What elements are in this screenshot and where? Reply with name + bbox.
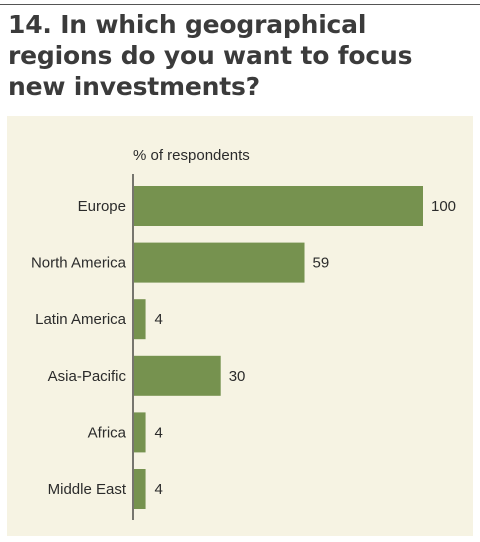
value-label: 4	[155, 481, 163, 498]
bar-chart: % of respondents Europe 100 North America 5…	[31, 147, 456, 520]
value-label: 59	[313, 255, 330, 272]
value-label: 100	[431, 198, 456, 215]
bar	[134, 242, 305, 283]
bars-group: Europe 100 North America 59 Latin America 4 As…	[31, 186, 456, 509]
category-label: Africa	[88, 424, 127, 441]
category-label: Europe	[78, 198, 126, 215]
top-rule	[0, 4, 480, 5]
category-label: Asia-Pacific	[48, 368, 127, 385]
bar	[134, 412, 146, 453]
axis-label: % of respondents	[133, 147, 250, 164]
bar	[134, 299, 146, 340]
value-label: 4	[155, 424, 163, 441]
bar	[134, 186, 423, 226]
value-label: 4	[155, 311, 163, 328]
bar	[134, 355, 221, 396]
value-label: 30	[229, 368, 246, 385]
chart-title: 14. In which geographical regions do you…	[8, 10, 413, 101]
category-label: North America	[31, 255, 127, 272]
category-label: Middle East	[48, 481, 127, 498]
chart-panel: % of respondents Europe 100 North America 5…	[7, 116, 473, 536]
category-label: Latin America	[35, 311, 127, 328]
bar	[134, 469, 146, 509]
